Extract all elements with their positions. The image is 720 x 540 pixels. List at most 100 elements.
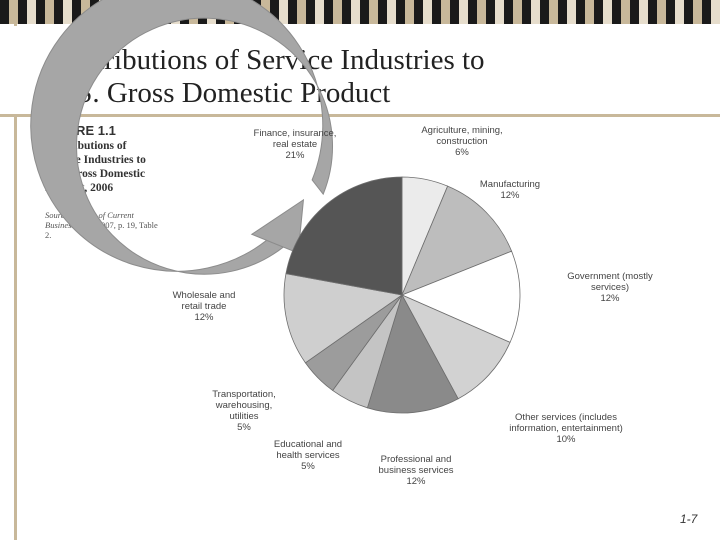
top-bar-segment — [594, 0, 603, 24]
top-bar-segment — [360, 0, 369, 24]
slice-label-line: 12% — [194, 312, 214, 323]
slice-label-line: Educational and — [274, 439, 342, 450]
top-bar-segment — [270, 0, 279, 24]
slice-label: Government (mostly services) 12% — [567, 271, 653, 304]
slice-label-line: real estate — [273, 139, 317, 150]
top-bar-segment — [468, 0, 477, 24]
top-bar-segment — [54, 0, 63, 24]
slice-label-line: 5% — [301, 461, 315, 472]
slice-label-line: business services — [379, 465, 454, 476]
title-rule — [0, 114, 720, 117]
top-bar-segment — [18, 0, 27, 24]
page-number: 1-7 — [680, 512, 698, 526]
top-bar-segment — [378, 0, 387, 24]
top-bar-segment — [297, 0, 306, 24]
slice-label-line: retail trade — [182, 301, 227, 312]
top-bar-segment — [666, 0, 675, 24]
top-bar-segment — [495, 0, 504, 24]
top-bar-segment — [639, 0, 648, 24]
top-bar-segment — [423, 0, 432, 24]
top-bar-segment — [612, 0, 621, 24]
top-bar-segment — [630, 0, 639, 24]
top-bar-segment — [405, 0, 414, 24]
slice-label-line: information, entertainment) — [509, 423, 623, 434]
circular-arrow — [30, 0, 333, 275]
top-bar-segment — [558, 0, 567, 24]
top-bar-segment — [513, 0, 522, 24]
top-bar-segment — [441, 0, 450, 24]
pie-slice — [401, 185, 513, 296]
pie-slice — [401, 294, 511, 400]
top-bar-segment — [585, 0, 594, 24]
slice-label: Professional and business services 12% — [379, 454, 454, 487]
slice-label-line: 10% — [556, 434, 576, 445]
top-bar-segment — [36, 0, 45, 24]
left-rule — [14, 0, 17, 540]
slice-label: Finance, insurance, real estate 21% — [254, 128, 337, 161]
slice-label-line: Government (mostly — [567, 271, 653, 282]
top-bar-segment — [621, 0, 630, 24]
slice-label-line: 12% — [600, 293, 620, 304]
top-bar-segment — [657, 0, 666, 24]
top-bar-segment — [549, 0, 558, 24]
top-bar-segment — [432, 0, 441, 24]
slice-label-line: 5% — [237, 422, 251, 433]
pie-slice — [283, 273, 404, 364]
slice-label-line: Finance, insurance, — [254, 128, 337, 139]
figure-source: Source: Survey of Current Business, May … — [45, 210, 165, 240]
source-label: Source: — [45, 210, 72, 220]
top-bar-segment — [0, 0, 9, 24]
slice-label-line: health services — [276, 450, 340, 461]
top-bar-segment — [342, 0, 351, 24]
top-bar-segment — [450, 0, 459, 24]
top-bar-segment — [675, 0, 684, 24]
top-bar-segment — [9, 0, 18, 24]
top-bar-segment — [315, 0, 324, 24]
pie-slice — [400, 250, 521, 343]
slice-label-line: warehousing, — [215, 400, 273, 411]
pie-slices — [283, 176, 521, 414]
top-bar-segment — [324, 0, 333, 24]
top-bar-segment — [288, 0, 297, 24]
top-bar-segment — [486, 0, 495, 24]
slice-label-line: construction — [436, 136, 487, 147]
slice-label-line: 12% — [406, 476, 426, 487]
top-bar-segment — [693, 0, 702, 24]
top-bar-segment — [684, 0, 693, 24]
slice-label-line: Manufacturing — [480, 179, 540, 190]
slice-label-line: Other services (includes — [515, 412, 617, 423]
slice-label-line: Wholesale and — [173, 290, 236, 301]
top-bar-segment — [387, 0, 396, 24]
top-bar-segment — [306, 0, 315, 24]
slice-label-line: Professional and — [381, 454, 452, 465]
slice-label-line: utilities — [229, 411, 258, 422]
top-bar-segment — [396, 0, 405, 24]
top-bar-segment — [603, 0, 612, 24]
top-bar-segment — [72, 0, 81, 24]
top-bar-segment — [504, 0, 513, 24]
slice-label: Transportation, warehousing, utilities 5% — [212, 389, 276, 433]
top-bar-segment — [711, 0, 720, 24]
top-bar-segment — [414, 0, 423, 24]
top-bar-segment — [522, 0, 531, 24]
slice-label-line: 6% — [455, 147, 469, 158]
arrow-head — [250, 198, 305, 254]
slice-label-line: services) — [591, 282, 629, 293]
top-bar-segment — [540, 0, 549, 24]
slice-label: Agriculture, mining, construction 6% — [421, 125, 502, 158]
slice-label-line: 12% — [500, 190, 520, 201]
top-bar-segment — [576, 0, 585, 24]
top-bar-segment — [333, 0, 342, 24]
pie-slice — [366, 293, 459, 414]
slice-label: Educational and health services 5% — [274, 439, 342, 472]
source-publication: Survey of Current Business — [45, 210, 134, 230]
top-bar-segment — [531, 0, 540, 24]
top-bar-segment — [459, 0, 468, 24]
top-bar-segment — [567, 0, 576, 24]
top-bar-segment — [351, 0, 360, 24]
slice-labels: Agriculture, mining, construction 6% Manufa… — [173, 125, 653, 487]
top-bar-segment — [648, 0, 657, 24]
slice-label-line: Agriculture, mining, — [421, 125, 502, 136]
top-bar-segment — [279, 0, 288, 24]
